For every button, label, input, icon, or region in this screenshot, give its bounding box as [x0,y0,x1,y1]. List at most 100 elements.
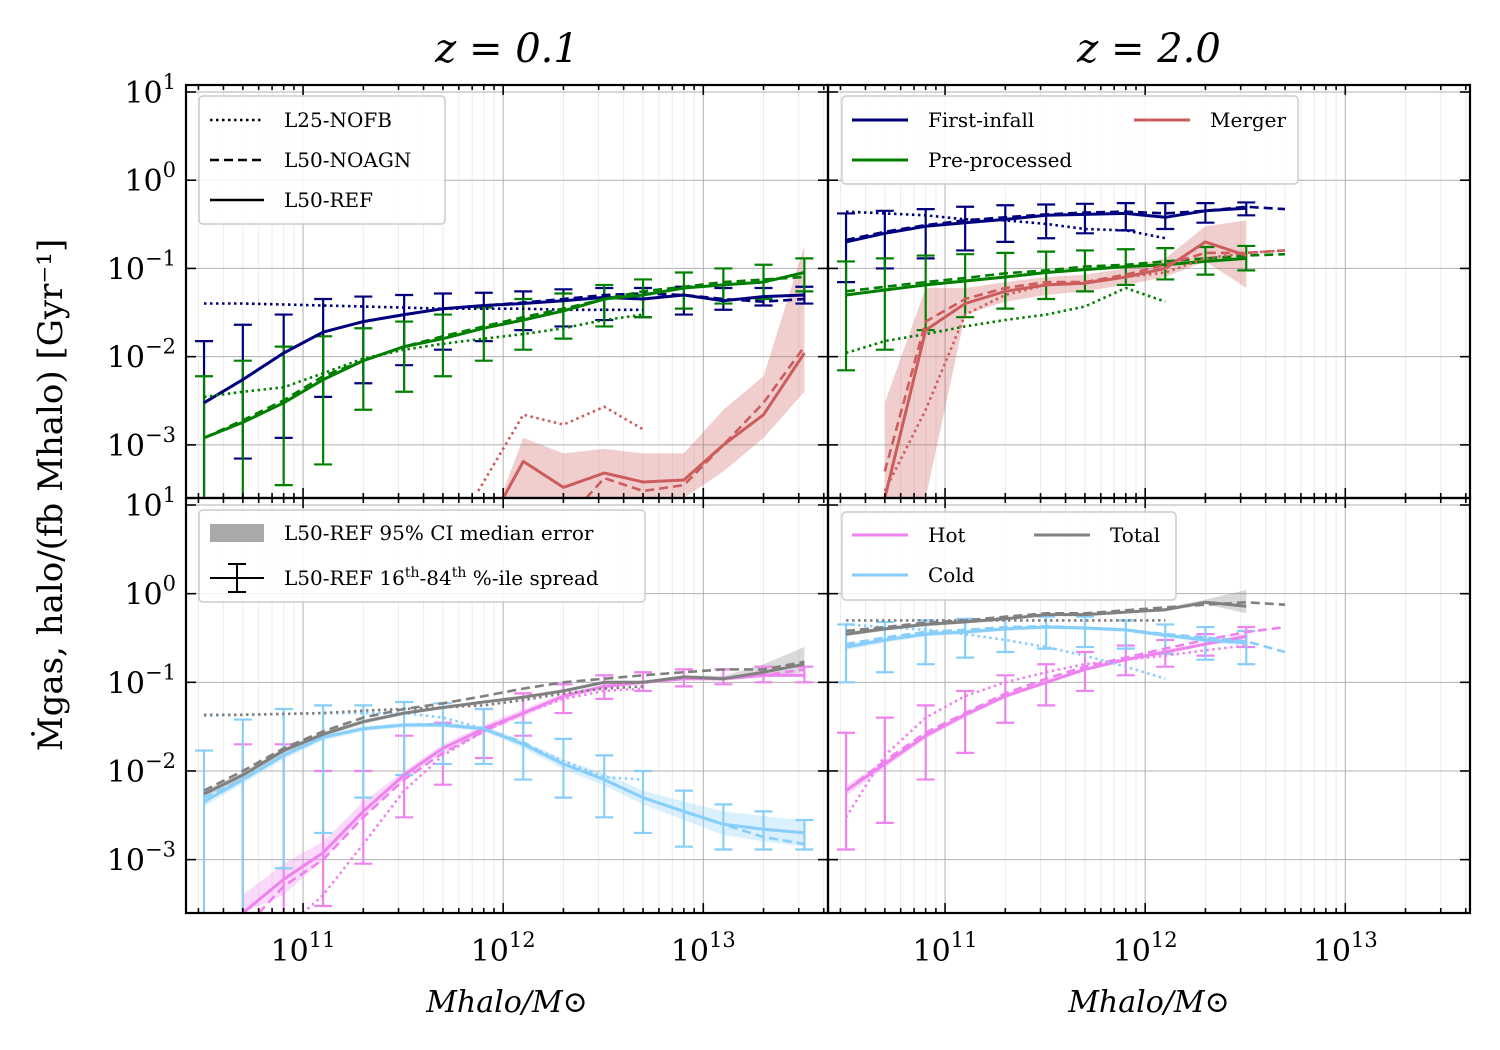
error-bar [1075,202,1094,235]
y-tick-label: 10−3 [107,838,176,879]
legend-linestyles [198,95,446,225]
column-title-right: z = 2.0 [1076,26,1221,72]
error-bar [1196,202,1215,224]
error-bar [996,617,1015,654]
error-bar [514,721,533,781]
x-tick-label: 1012 [471,928,536,969]
x-tick-label: 1013 [1313,928,1378,969]
y-tick-label: 10−2 [107,335,176,376]
legend-label: First-infall [928,108,1034,132]
y-tick-label: 100 [124,158,176,199]
y-axis-label: Ṁgas, halo/(fb Mhalo) [Gyr⁻¹] [31,239,71,751]
error-bar [916,704,935,781]
ci-band-total-l50-ref [846,590,1247,637]
error-bar [474,306,493,362]
y-tick-label: 101 [124,483,176,524]
error-bar [1037,250,1056,301]
legend-label: L50-REF 95% CI median error [284,521,594,545]
error-bar [274,707,293,870]
legend-label: Hot [928,523,966,547]
series-line-pre-processed-l25-nofb [203,313,644,399]
error-bar [1075,615,1094,649]
error-bar [837,731,856,851]
axes-frame [826,496,1472,915]
error-bar [554,737,573,799]
legend-label: L25-NOFB [284,108,392,132]
series-line-pre-processed-l50-ref [845,256,1247,297]
error-bar [875,716,894,824]
series-line-cold-l50-noagn [845,624,1286,654]
legend-swatch-ci [210,524,264,542]
series-line-total-l25-nofb [204,685,644,717]
panel-bottom-left: 10−3 10−2 10−1 100 101 1011 1012 1013 [107,483,830,969]
column-title-left: z = 0.1 [434,26,579,72]
error-bar [354,327,373,411]
error-bar [714,803,733,851]
error-bar [233,718,252,913]
legend-uncertainty [198,509,646,603]
plot-area [837,201,1286,498]
error-bar [1037,203,1056,240]
series-line-pre-processed-l50-noagn [203,275,805,440]
error-bar [996,251,1015,310]
y-tick-label: 100 [124,572,176,613]
series-line-merger-l25-nofb [883,249,1286,492]
error-bar [233,359,252,498]
error-bar [795,818,814,851]
error-bar [996,204,1015,243]
x-tick-label: 1011 [913,928,978,969]
error-bar [837,260,856,372]
error-bar [474,707,493,766]
legend-label: L50-NOAGN [284,148,411,172]
series-line-hot-l25-nofb [302,687,644,913]
error-bar [274,345,293,487]
series-line-first-infall-l50-noagn [845,205,1286,242]
series-line-first-infall-l50-noagn [203,292,805,404]
error-bar [956,253,975,319]
error-bar [875,257,894,351]
error-bar [956,689,975,754]
series-line-total-l50-ref [203,662,805,796]
error-bar [395,320,414,393]
y-tick-label: 10−1 [107,660,176,701]
ci-band-cold-l50-ref [204,722,805,847]
error-bar [996,674,1015,724]
plot-area [195,245,814,498]
error-bar [674,789,693,848]
y-tick-label: 10−3 [107,423,176,464]
series-line-pre-processed-l50-ref [203,271,805,440]
error-bar [1116,619,1135,650]
legend-label: Total [1110,523,1160,547]
legend-label: L50-REF [284,188,373,212]
error-bar [956,617,975,659]
series-line-hot-l50-noagn [845,625,1286,792]
legend-swatch-errorbar [210,563,264,593]
legend-accretion-modes [841,95,1299,185]
ci-band-merger-l50-ref [503,245,805,498]
plot-area [195,647,814,913]
ci-band-merger-l50-ref [884,220,1247,498]
x-axis-label-left: Mhalo/M⊙ [425,985,588,1020]
y-tick-label: 10−1 [107,246,176,287]
legend-label: Merger [1210,108,1287,132]
legend-label: Cold [928,563,975,587]
plot-area [837,590,1286,851]
x-tick-label: 1011 [271,928,336,969]
series-line-merger-l50-ref [501,352,806,498]
error-bar [1075,650,1094,693]
series-line-pre-processed-l50-noagn [845,252,1286,293]
error-bar [674,271,693,310]
error-bar [314,704,333,835]
error-bar [795,257,814,293]
series-line-hot-l50-ref [845,634,1247,792]
error-bar [916,619,935,666]
series-line-total-l50-noagn [845,600,1286,633]
y-tick-label: 101 [124,70,176,111]
legend-label: L50-REF 16th-84th %-ile spread [284,565,599,590]
series-line-total-l50-noagn [203,660,805,792]
panel-top-right [826,83,1472,500]
series-line-hot-l25-nofb [844,644,1247,818]
error-bar [634,769,653,835]
error-bar [1116,202,1135,232]
